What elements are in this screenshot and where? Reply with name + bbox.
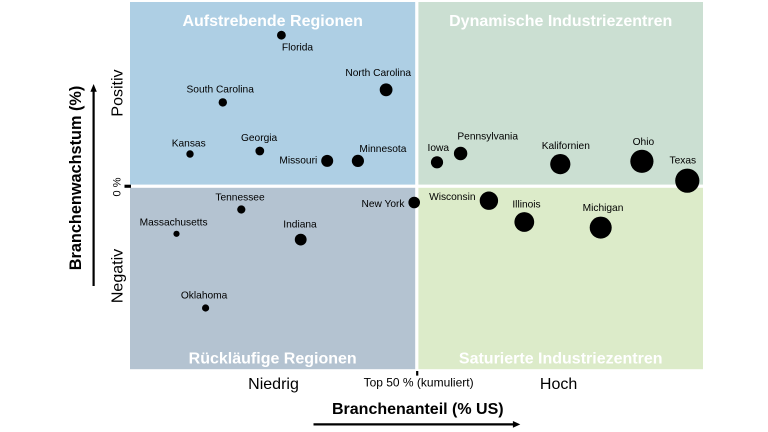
svg-text:Oklahoma: Oklahoma: [181, 290, 228, 301]
svg-text:Hoch: Hoch: [540, 376, 577, 393]
svg-text:Rückläufige Regionen: Rückläufige Regionen: [189, 351, 357, 368]
svg-text:Pennsylvania: Pennsylvania: [457, 132, 518, 143]
svg-text:Indiana: Indiana: [283, 220, 317, 231]
svg-text:Kalifornien: Kalifornien: [542, 141, 590, 152]
svg-text:Ohio: Ohio: [633, 137, 655, 148]
svg-text:Branchenanteil (% US): Branchenanteil (% US): [332, 401, 504, 418]
svg-text:Negativ: Negativ: [110, 249, 127, 303]
svg-text:Niedrig: Niedrig: [248, 376, 299, 393]
svg-text:New York: New York: [361, 199, 405, 210]
svg-text:Massachusetts: Massachusetts: [140, 218, 208, 229]
svg-text:Missouri: Missouri: [279, 156, 317, 167]
svg-text:Aufstrebende Regionen: Aufstrebende Regionen: [182, 13, 362, 30]
svg-text:Saturierte Industriezentren: Saturierte Industriezentren: [459, 351, 663, 368]
svg-text:Branchenwachstum (%): Branchenwachstum (%): [67, 86, 85, 271]
svg-text:Georgia: Georgia: [241, 133, 278, 144]
svg-text:Texas: Texas: [669, 155, 696, 166]
svg-text:Dynamische Industriezentren: Dynamische Industriezentren: [449, 13, 672, 30]
svg-text:0 %: 0 %: [112, 177, 124, 196]
svg-text:Michigan: Michigan: [583, 203, 624, 214]
svg-text:Tennessee: Tennessee: [215, 193, 265, 204]
svg-text:Illinois: Illinois: [512, 199, 540, 210]
svg-text:Top 50 % (kumuliert): Top 50 % (kumuliert): [364, 375, 474, 389]
svg-text:Positiv: Positiv: [110, 69, 127, 116]
svg-text:Iowa: Iowa: [428, 143, 450, 154]
svg-text:Minnesota: Minnesota: [359, 144, 406, 155]
svg-text:South Carolina: South Carolina: [186, 85, 254, 96]
svg-text:Wisconsin: Wisconsin: [429, 192, 475, 203]
svg-text:North Carolina: North Carolina: [345, 68, 411, 79]
svg-text:Kansas: Kansas: [172, 138, 206, 149]
svg-text:Florida: Florida: [282, 42, 313, 53]
